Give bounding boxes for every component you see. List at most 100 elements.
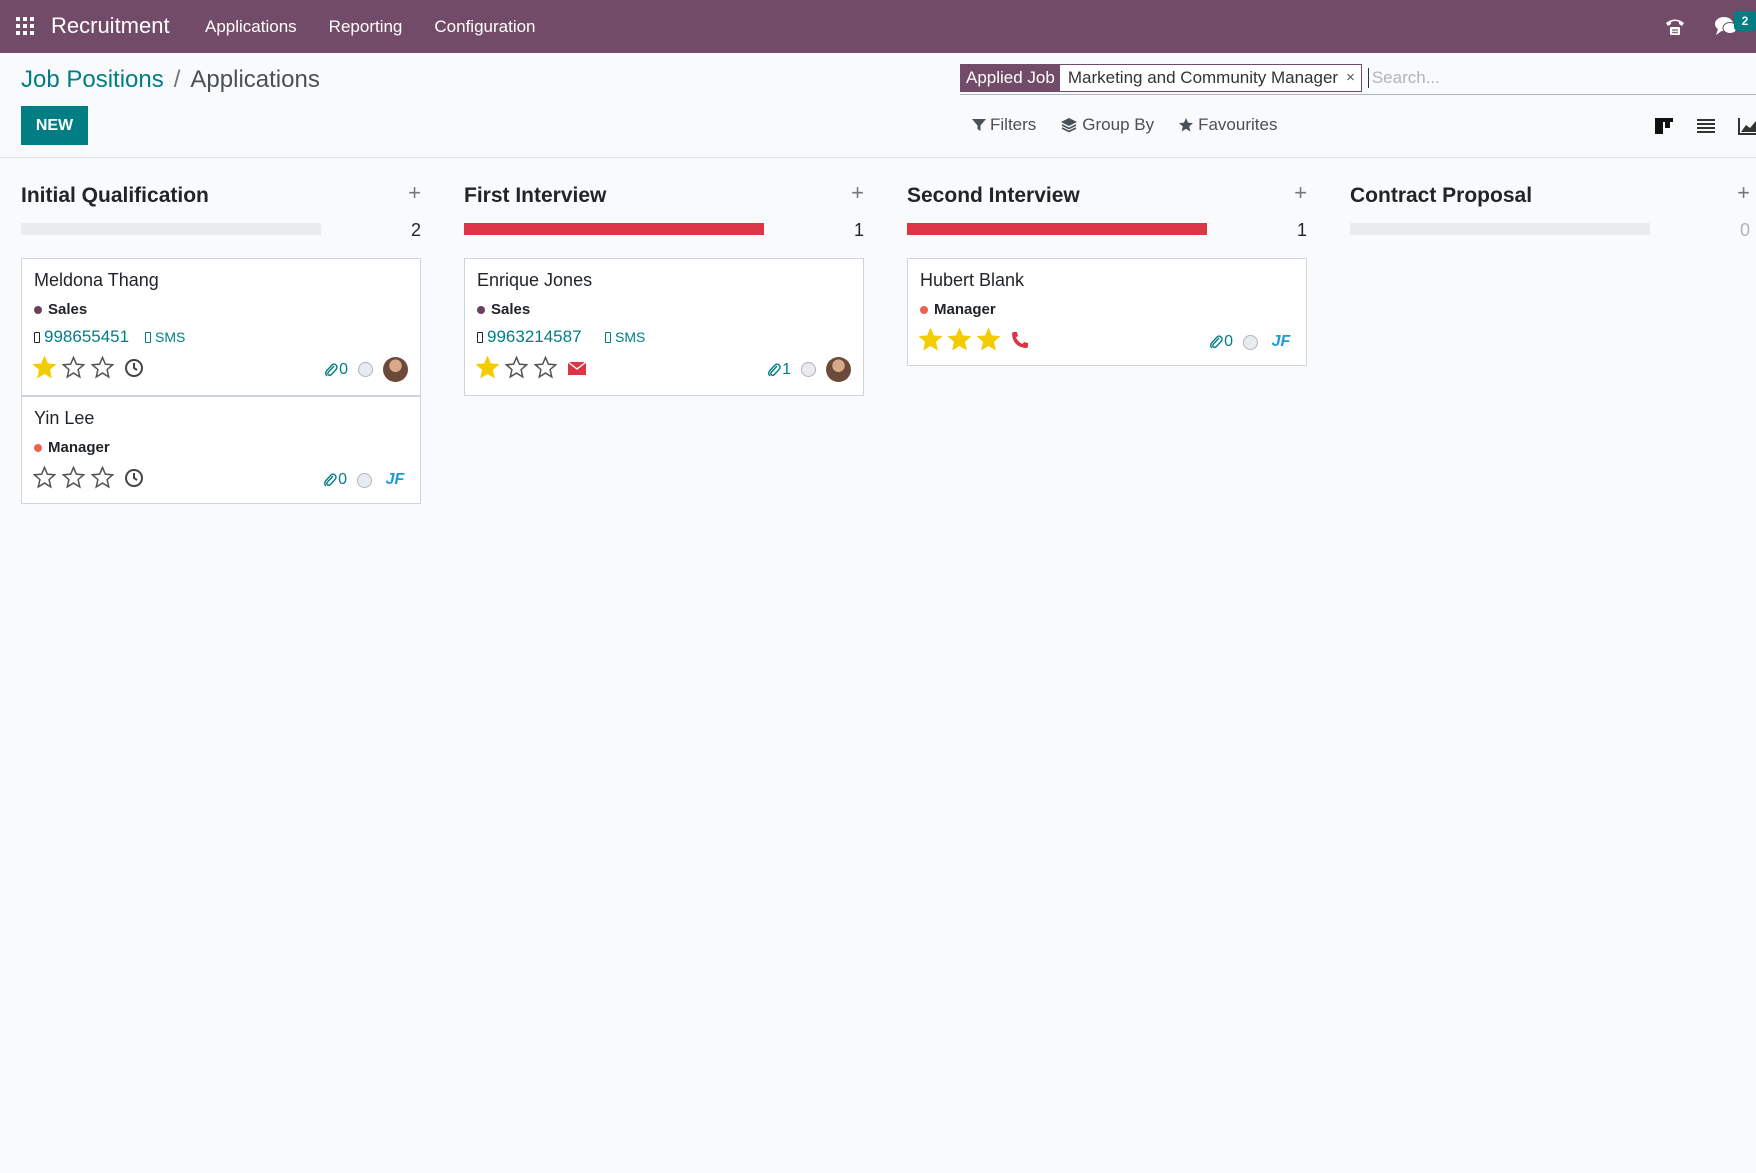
priority-star-icon[interactable] (62, 466, 85, 489)
facet-remove-icon[interactable]: × (1346, 69, 1355, 86)
favourites-label: Favourites (1198, 115, 1278, 134)
search-bar: Applied Job Marketing and Community Mana… (960, 61, 1756, 95)
breadcrumb-separator: / (173, 66, 181, 93)
applicant-phone[interactable]: 9963214587 (477, 327, 582, 347)
app-title[interactable]: Recruitment (51, 13, 170, 38)
attachments-count: 0 (1224, 333, 1233, 350)
attachments-counter[interactable]: 1 (767, 361, 791, 379)
column-quick-add-icon[interactable]: + (851, 180, 864, 205)
column-quick-add-icon[interactable]: + (1294, 180, 1307, 205)
menu-reporting[interactable]: Reporting (328, 17, 403, 36)
column-progress-bar[interactable] (464, 223, 764, 235)
priority-star-icon[interactable] (33, 356, 56, 379)
applicant-name: Yin Lee (34, 408, 95, 428)
priority-star-icon[interactable] (91, 356, 114, 379)
company-logo-avatar[interactable]: JF (1271, 333, 1291, 350)
priority-star-icon[interactable] (33, 466, 56, 489)
tag-color-dot (34, 305, 42, 314)
kanban-state-indicator[interactable] (358, 362, 373, 377)
card-footer-right: 0 (324, 357, 408, 382)
job-tag: Sales (34, 301, 87, 318)
column-record-count: 2 (410, 220, 421, 240)
paperclip-icon (325, 362, 338, 376)
favourites-toggle[interactable]: Favourites (1178, 115, 1277, 135)
attachments-counter[interactable]: 0 (1209, 333, 1233, 351)
tag-label: Sales (491, 301, 531, 318)
kanban-state-indicator[interactable] (357, 472, 372, 488)
column-title[interactable]: Second Interview (907, 184, 1080, 207)
graph-view-icon[interactable] (1738, 117, 1756, 135)
group-by-label: Group By (1082, 115, 1155, 134)
menu-applications[interactable]: Applications (205, 17, 297, 36)
apps-menu-icon[interactable] (16, 17, 34, 35)
menu-configuration[interactable]: Configuration (434, 17, 536, 36)
kanban-state-indicator[interactable] (1243, 334, 1258, 350)
list-view-icon[interactable] (1696, 117, 1716, 135)
tag-label: Sales (48, 301, 88, 318)
mobile-icon (145, 331, 151, 343)
attachments-counter[interactable]: 0 (323, 471, 347, 489)
new-button[interactable]: NEW (21, 106, 88, 145)
priority-widget (33, 356, 144, 379)
voip-phone-icon[interactable] (1664, 15, 1686, 37)
applicant-phone[interactable]: 998655451 (34, 327, 129, 347)
view-switcher (1654, 117, 1756, 135)
envelope-icon[interactable] (567, 358, 587, 378)
priority-star-icon[interactable] (919, 328, 942, 351)
user-avatar[interactable] (383, 357, 408, 382)
column-title[interactable]: Initial Qualification (21, 184, 209, 207)
job-tag: Manager (920, 301, 996, 318)
column-title[interactable]: Contract Proposal (1350, 184, 1533, 207)
applicant-name: Meldona Thang (34, 270, 159, 290)
send-sms-link[interactable]: SMS (605, 329, 645, 345)
kanban-card[interactable]: Meldona Thang Sales 998655451 SMS 0 (21, 258, 421, 396)
paperclip-icon (1210, 335, 1223, 349)
column-quick-add-icon[interactable]: + (408, 180, 421, 205)
kanban-card[interactable]: Yin Lee Manager 0 JF (21, 396, 421, 504)
priority-widget (919, 328, 1030, 351)
column-title[interactable]: First Interview (464, 184, 607, 207)
breadcrumb-job-positions[interactable]: Job Positions (21, 66, 164, 93)
column-progress-bar[interactable] (1350, 223, 1650, 235)
kanban-card[interactable]: Hubert Blank Manager 0 JF (907, 258, 1307, 366)
kanban-card[interactable]: Enrique Jones Sales 9963214587 SMS 1 (464, 258, 864, 396)
attachments-count: 0 (338, 471, 347, 488)
job-tag: Manager (34, 439, 110, 456)
priority-star-icon[interactable] (505, 356, 528, 379)
kanban-view-icon[interactable] (1654, 117, 1674, 135)
priority-star-icon[interactable] (62, 356, 85, 379)
column-progress-bar[interactable] (21, 223, 321, 235)
priority-star-icon[interactable] (534, 356, 557, 379)
user-avatar[interactable] (826, 357, 851, 382)
phone-call-icon[interactable] (1010, 330, 1030, 350)
search-options: Filters Group By Favourites (972, 115, 1277, 135)
control-panel: Job Positions / Applications NEW Applied… (0, 53, 1756, 158)
priority-star-icon[interactable] (91, 466, 114, 489)
company-logo-avatar[interactable]: JF (385, 471, 405, 488)
group-by-toggle[interactable]: Group By (1060, 115, 1154, 135)
kanban-column: First Interview +1 Enrique Jones Sales 99632… (464, 158, 864, 758)
priority-star-icon[interactable] (977, 328, 1000, 351)
clock-icon[interactable] (124, 358, 144, 378)
kanban-state-indicator[interactable] (801, 362, 816, 377)
applicant-name: Hubert Blank (920, 270, 1025, 290)
job-tag: Sales (477, 301, 530, 318)
breadcrumb: Job Positions / Applications (21, 66, 320, 94)
attachments-count: 0 (339, 360, 348, 378)
facet-value: Marketing and Community Manager × (1059, 64, 1361, 91)
kanban-column: Second Interview +1 Hubert Blank Manager 0 … (907, 158, 1307, 758)
phone-number: 998655451 (44, 327, 130, 346)
clock-icon[interactable] (124, 468, 144, 488)
filter-icon (972, 119, 986, 131)
search-input[interactable] (1367, 67, 1668, 88)
attachments-counter[interactable]: 0 (324, 361, 348, 379)
paperclip-icon (768, 362, 781, 376)
priority-star-icon[interactable] (948, 328, 971, 351)
column-progress-bar[interactable] (907, 223, 1207, 235)
column-quick-add-icon[interactable]: + (1737, 180, 1750, 205)
filters-toggle[interactable]: Filters (972, 115, 1036, 135)
tag-color-dot (34, 443, 42, 452)
send-sms-link[interactable]: SMS (145, 329, 185, 345)
column-record-count: 1 (1296, 220, 1307, 240)
priority-star-icon[interactable] (476, 356, 499, 379)
